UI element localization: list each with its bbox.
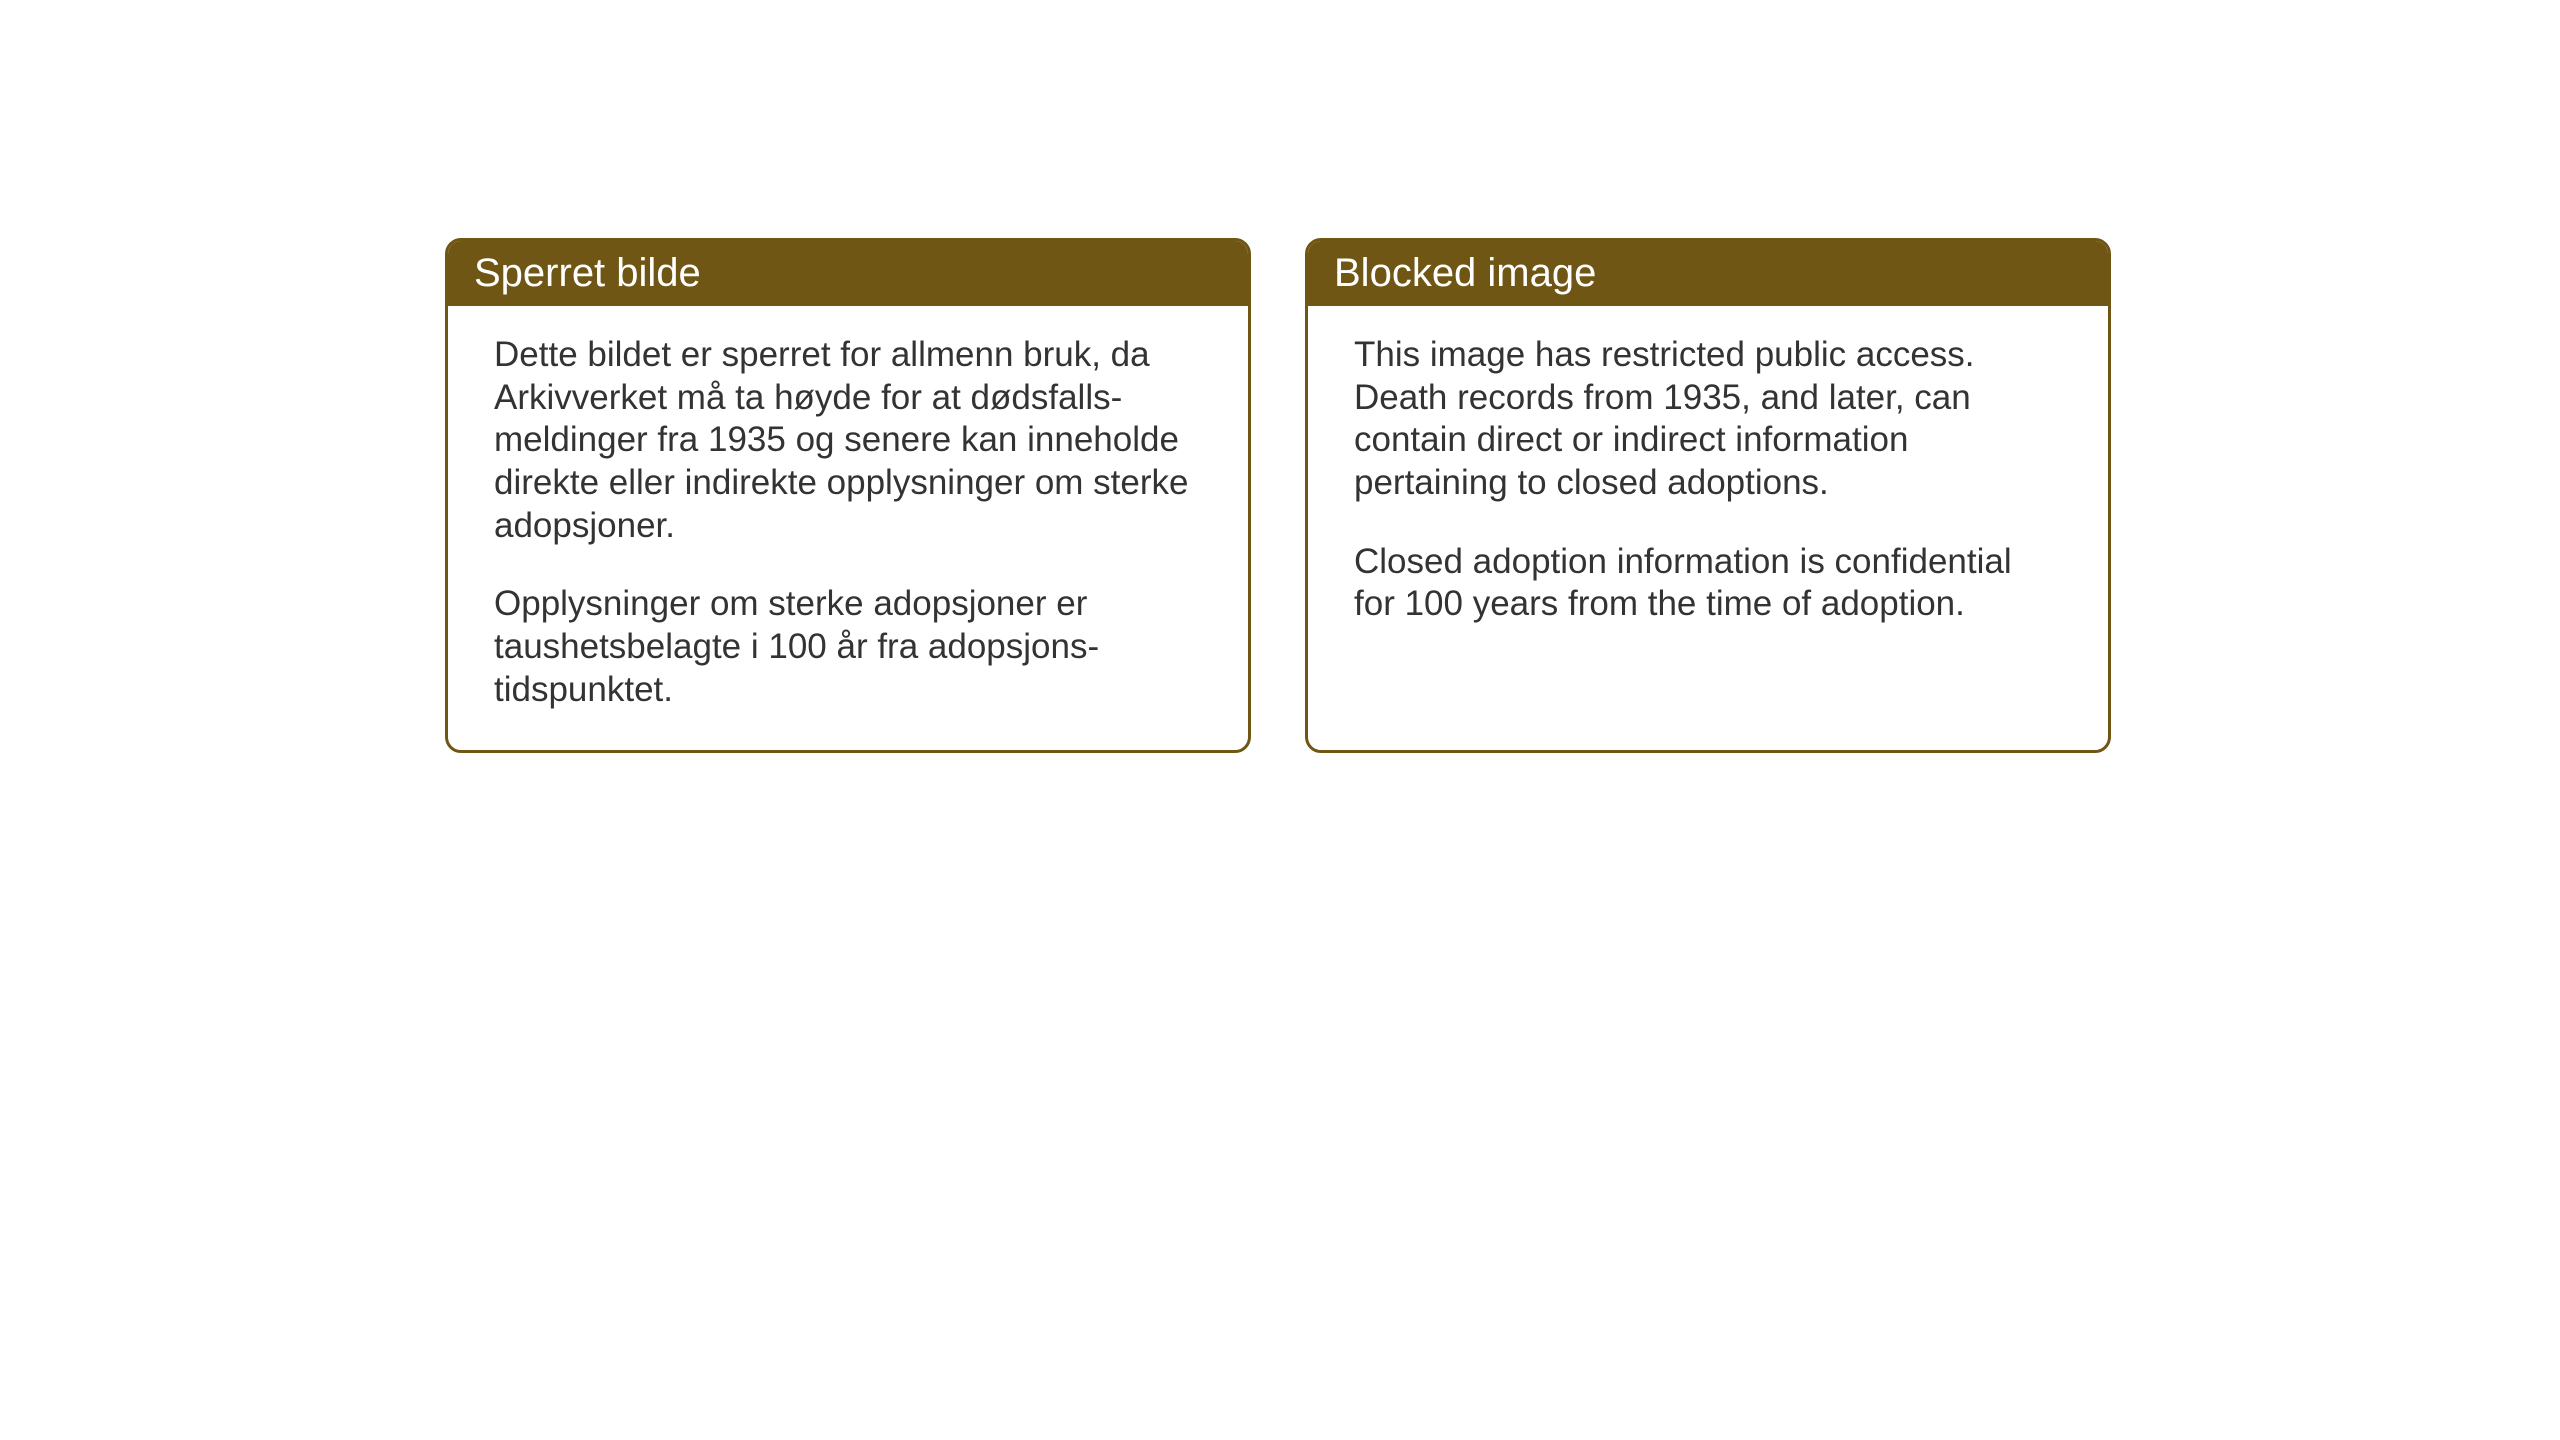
- card-norwegian-paragraph-2: Opplysninger om sterke adopsjoner er tau…: [494, 583, 1202, 711]
- cards-container: Sperret bilde Dette bildet er sperret fo…: [445, 238, 2111, 753]
- card-english-title: Blocked image: [1334, 251, 1596, 295]
- card-norwegian-title: Sperret bilde: [474, 251, 701, 295]
- card-norwegian-paragraph-1: Dette bildet er sperret for allmenn bruk…: [494, 334, 1202, 547]
- card-english-header: Blocked image: [1308, 241, 2108, 306]
- card-english-paragraph-2: Closed adoption information is confident…: [1354, 541, 2062, 626]
- card-english-paragraph-1: This image has restricted public access.…: [1354, 334, 2062, 505]
- card-english: Blocked image This image has restricted …: [1305, 238, 2111, 753]
- card-english-body: This image has restricted public access.…: [1308, 306, 2108, 664]
- card-norwegian-header: Sperret bilde: [448, 241, 1248, 306]
- card-norwegian: Sperret bilde Dette bildet er sperret fo…: [445, 238, 1251, 753]
- card-norwegian-body: Dette bildet er sperret for allmenn bruk…: [448, 306, 1248, 750]
